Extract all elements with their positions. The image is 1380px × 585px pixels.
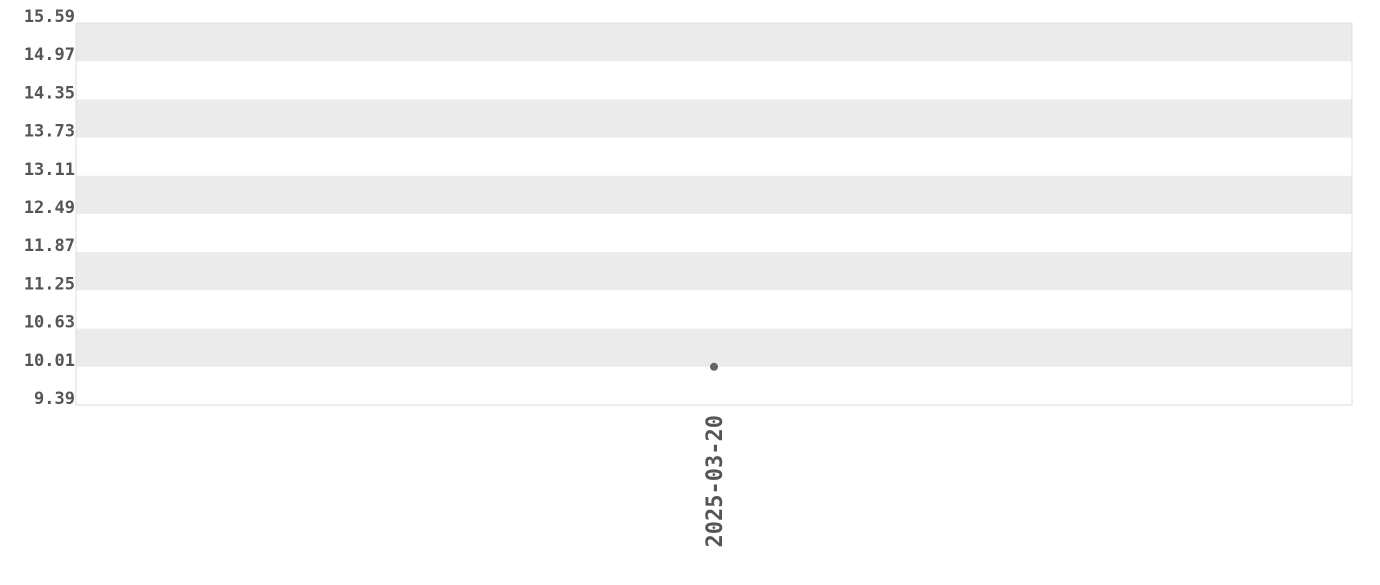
y-tick-label: 13.11 bbox=[24, 160, 75, 180]
plot-area-border bbox=[75, 22, 1353, 406]
x-tick-label: 2025-03-20 bbox=[703, 415, 728, 547]
y-tick-label: 10.01 bbox=[24, 351, 75, 371]
y-tick-label: 14.35 bbox=[24, 83, 75, 103]
grid-band bbox=[76, 99, 1352, 138]
y-tick-label: 14.97 bbox=[24, 45, 75, 65]
y-axis: 15.59 14.97 14.35 13.73 13.11 12.49 11.87 11.25… bbox=[24, 7, 75, 409]
data-points bbox=[710, 362, 718, 371]
y-tick-label: 13.73 bbox=[24, 122, 75, 142]
grid-band bbox=[76, 328, 1352, 367]
y-tick-label: 12.49 bbox=[24, 198, 75, 218]
y-tick-label: 11.25 bbox=[24, 274, 75, 294]
x-axis: 2025-03-20 bbox=[703, 415, 728, 547]
y-tick-label: 11.87 bbox=[24, 236, 75, 256]
y-tick-label: 10.63 bbox=[24, 313, 75, 333]
grid-bands bbox=[76, 23, 1352, 367]
grid-band bbox=[76, 23, 1352, 62]
y-tick-label: 9.39 bbox=[34, 389, 75, 409]
y-tick-label: 15.59 bbox=[24, 7, 75, 27]
data-point[interactable] bbox=[710, 362, 718, 371]
grid-band bbox=[76, 252, 1352, 291]
grid-band bbox=[76, 175, 1352, 214]
